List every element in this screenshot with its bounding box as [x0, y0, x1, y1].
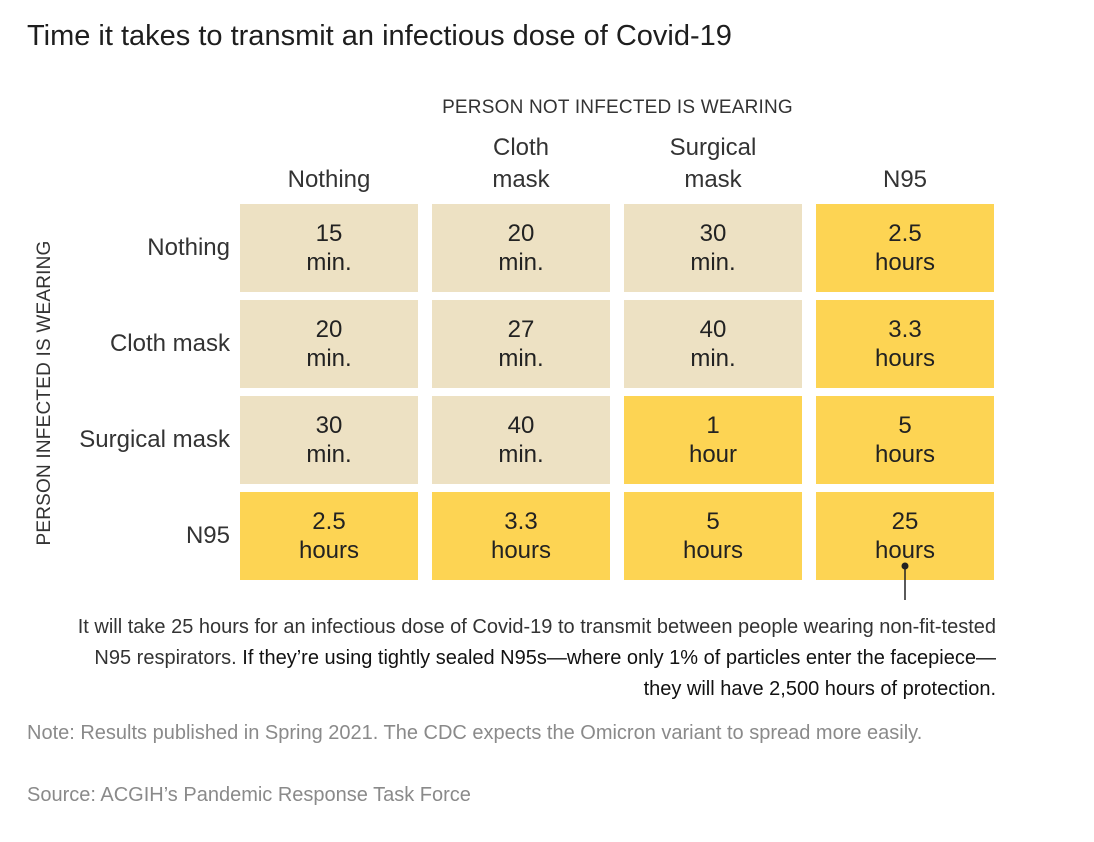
- cell-value: 40: [507, 412, 535, 439]
- cell-unit: min.: [498, 441, 544, 468]
- cell-text: 2.5 hours: [875, 219, 935, 277]
- cell-text: 3.3 hours: [875, 315, 935, 373]
- annotation-text: It will take 25 hours for an infectious …: [66, 612, 996, 705]
- annotation-pointer: [901, 562, 909, 600]
- cell-unit: min.: [306, 249, 352, 276]
- cell-value: 30: [699, 220, 727, 247]
- matrix-cell: 30 min.: [240, 396, 418, 484]
- cell-text: 5 hours: [683, 507, 743, 565]
- cell-text: 27 min.: [498, 315, 543, 373]
- cell-unit: hour: [688, 441, 738, 468]
- cell-text: 30 min.: [690, 219, 735, 277]
- cell-text: 5 hours: [875, 411, 935, 469]
- row-label: Cloth mask: [109, 330, 230, 357]
- row-label: Surgical mask: [79, 426, 230, 453]
- cell-value: 20: [315, 316, 343, 343]
- matrix-cell: 40 min.: [432, 396, 610, 484]
- matrix-cell: 27 min.: [432, 300, 610, 388]
- cell-text: 20 min.: [306, 315, 351, 373]
- chart-note: Note: Results published in Spring 2021. …: [27, 722, 923, 744]
- matrix-cell: 15 min.: [240, 204, 418, 292]
- column-axis-label: PERSON NOT INFECTED IS WEARING: [442, 97, 793, 118]
- matrix-cell: 2.5 hours: [816, 204, 994, 292]
- matrix-cell: 20 min.: [432, 204, 610, 292]
- annotation-plain: It will take 25 hours for an infectious …: [77, 616, 996, 669]
- cell-unit: min.: [498, 345, 544, 372]
- cell-value: 20: [507, 220, 535, 247]
- matrix-cell: 30 min.: [624, 204, 802, 292]
- matrix-cell: 5 hours: [816, 396, 994, 484]
- cell-unit: hours: [874, 537, 936, 564]
- row-label: Nothing: [147, 234, 230, 261]
- cell-text: 25 hours: [875, 507, 935, 565]
- column-label: Nothing: [287, 166, 371, 193]
- cell-text: 2.5 hours: [299, 507, 359, 565]
- cell-unit: hours: [298, 537, 360, 564]
- cell-value: 40: [699, 316, 727, 343]
- matrix-cell: 40 min.: [624, 300, 802, 388]
- column-label: N95: [882, 166, 928, 193]
- cell-unit: min.: [498, 249, 544, 276]
- chart-source: Source: ACGIH’s Pandemic Response Task F…: [27, 784, 471, 806]
- cell-value: 1: [706, 412, 720, 439]
- matrix-cell: 3.3 hours: [816, 300, 994, 388]
- cell-unit: min.: [690, 345, 736, 372]
- cell-text: 15 min.: [306, 219, 351, 277]
- chart-title: Time it takes to transmit an infectious …: [27, 20, 732, 52]
- cell-value: 30: [315, 412, 343, 439]
- cell-unit: hours: [874, 345, 936, 372]
- cell-value: 15: [315, 220, 343, 247]
- cell-unit: min.: [306, 345, 352, 372]
- cell-text: 3.3 hours: [491, 507, 551, 565]
- cell-text: 40 min.: [498, 411, 543, 469]
- cell-value: 5: [706, 508, 720, 535]
- cell-value: 25: [891, 508, 919, 535]
- matrix-cell: 3.3 hours: [432, 492, 610, 580]
- cell-unit: hours: [682, 537, 744, 564]
- column-label: Cloth mask: [492, 134, 550, 193]
- cell-unit: hours: [490, 537, 552, 564]
- cell-value: 2.5: [888, 220, 922, 247]
- matrix-cell: 1 hour: [624, 396, 802, 484]
- annotation-emphasis: If they’re using tightly sealed N95s—whe…: [242, 647, 996, 700]
- cell-unit: min.: [690, 249, 736, 276]
- cell-text: 30 min.: [306, 411, 351, 469]
- cell-unit: min.: [306, 441, 352, 468]
- column-label: Surgical mask: [669, 134, 757, 193]
- cell-text: 1 hour: [689, 411, 737, 469]
- cell-value: 27: [507, 316, 535, 343]
- cell-text: 20 min.: [498, 219, 543, 277]
- matrix-cell: 2.5 hours: [240, 492, 418, 580]
- cell-value: 5: [898, 412, 912, 439]
- cell-value: 2.5: [312, 508, 346, 535]
- cell-unit: hours: [874, 249, 936, 276]
- cell-unit: hours: [874, 441, 936, 468]
- matrix-cell: 20 min.: [240, 300, 418, 388]
- cell-value: 3.3: [504, 508, 538, 535]
- row-label: N95: [185, 522, 230, 549]
- cell-text: 40 min.: [690, 315, 735, 373]
- cell-value: 3.3: [888, 316, 922, 343]
- matrix-cell: 5 hours: [624, 492, 802, 580]
